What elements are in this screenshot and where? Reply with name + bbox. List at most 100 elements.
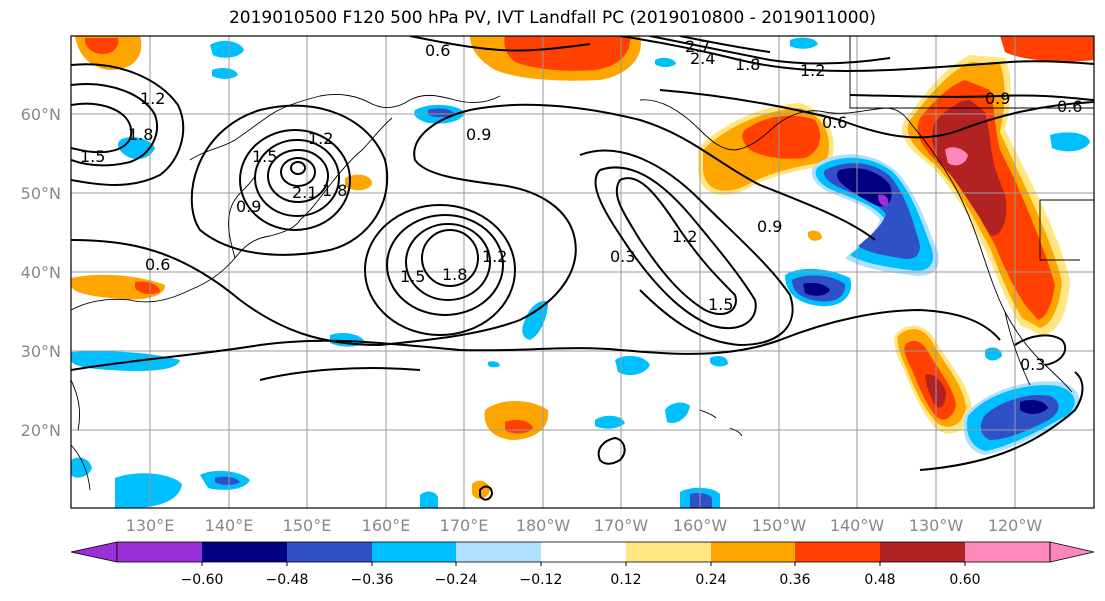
colorbar-bin — [795, 542, 880, 562]
negative-patch-w2 — [210, 40, 244, 58]
negative-patch-e1 — [1050, 132, 1090, 152]
lat-label: 60°N — [21, 105, 61, 124]
lon-label: 170°W — [594, 516, 649, 535]
colorbar-bin — [456, 542, 541, 562]
negative-patch-m4 — [665, 402, 690, 424]
positive-patch-japan-red — [135, 281, 160, 295]
colorbar-bin — [711, 542, 795, 562]
positive-patch-gulf-red — [742, 115, 821, 159]
colorbar-bin — [541, 542, 626, 562]
positive-patch-topleft-red — [84, 38, 119, 55]
colorbar-tick-label: 0.24 — [695, 572, 726, 588]
contour-labels: 0.6 2.7 2.4 1.8 1.2 0.9 0.6 1.2 1.8 1.5 … — [80, 37, 1082, 374]
negative-patch-m2 — [615, 355, 650, 376]
contour-label: 1.2 — [482, 247, 507, 266]
ivt-shading — [71, 36, 1094, 508]
lat-label: 40°N — [21, 263, 61, 282]
lon-label: 160°W — [673, 516, 728, 535]
contour-label: 0.6 — [425, 41, 450, 60]
colorbar-tick-label: 0.60 — [949, 572, 980, 588]
negative-patch-se-navy — [1020, 400, 1048, 414]
gridlines — [71, 36, 1094, 508]
contour-label: 1.8 — [735, 55, 760, 74]
contour-label: 1.2 — [140, 89, 165, 108]
colorbar-tick-label: 0.36 — [779, 572, 810, 588]
negative-patch-b3-blue — [690, 493, 712, 508]
contour-label: 1.8 — [322, 181, 347, 200]
figure-title: 2019010500 F120 500 hPa PV, IVT Landfall… — [228, 8, 876, 28]
positive-patch-kam — [345, 174, 372, 191]
contour-label: 0.9 — [236, 197, 261, 216]
negative-patch-b1 — [115, 473, 182, 508]
lon-label: 150°E — [283, 516, 332, 535]
colorbar-tick-label: 0.48 — [864, 572, 895, 588]
negative-patch-n3 — [488, 361, 500, 368]
colorbar-bin — [287, 542, 372, 562]
negative-patch-m5 — [595, 415, 625, 429]
contour-label: 1.2 — [672, 227, 697, 246]
negative-patch-b4 — [420, 491, 438, 508]
contour-label: 0.6 — [822, 113, 847, 132]
negative-patch-mid-navy — [803, 282, 830, 296]
lat-label: 50°N — [21, 184, 61, 203]
contour-label: 1.5 — [80, 147, 105, 166]
colorbar-tick-label: −0.48 — [266, 572, 309, 588]
negative-patch-w3 — [212, 67, 238, 79]
contour-label: 0.6 — [1057, 97, 1082, 116]
positive-patch-japan — [71, 274, 165, 300]
lon-label: 160°E — [362, 516, 411, 535]
pv-contours — [71, 36, 1094, 501]
lon-label: 130°W — [909, 516, 964, 535]
contour-label: 1.8 — [442, 265, 467, 284]
negative-patch-b2-blue — [215, 476, 240, 485]
negative-patch-sea-blue — [428, 108, 455, 118]
contour-label: 2.7 — [685, 37, 710, 56]
positive-patch-topright — [1000, 36, 1094, 62]
colorbar-tick-label: 0.12 — [610, 572, 641, 588]
lat-label: 20°N — [21, 421, 61, 440]
colorbar-tick-label: −0.60 — [181, 572, 224, 588]
contour-label: 1.2 — [800, 61, 825, 80]
negative-patch-n1 — [790, 37, 818, 49]
contour-label: 1.5 — [400, 267, 425, 286]
lon-label: 150°W — [752, 516, 807, 535]
colorbar-bin — [880, 542, 965, 562]
contour-label: 2.4 — [690, 49, 715, 68]
positive-patch-top-red — [504, 36, 631, 71]
contour-label: 0.6 — [145, 255, 170, 274]
latitude-labels: 20°N 30°N 40°N 50°N 60°N — [21, 105, 61, 440]
negative-patch-gulf-navy — [837, 168, 892, 207]
lon-label: 130°E — [126, 516, 175, 535]
negative-patch-gulf-purple — [878, 194, 889, 206]
colorbar-bin — [202, 542, 287, 562]
colorbar-extend-high — [1049, 541, 1095, 563]
contour-label: 1.2 — [308, 129, 333, 148]
positive-patch-coast-pink — [945, 147, 968, 166]
positive-patch-hi — [808, 230, 822, 241]
contour-label: 0.9 — [466, 125, 491, 144]
contour-label: 1.8 — [128, 125, 153, 144]
colorbar-bin — [965, 542, 1050, 562]
lon-label: 140°E — [205, 516, 254, 535]
lat-label: 30°N — [21, 342, 61, 361]
colorbar-tick-label: −0.12 — [520, 572, 563, 588]
longitude-labels: 130°E 140°E 150°E 160°E 170°E 180°W 170°… — [126, 516, 1043, 535]
colorbar-bin — [117, 542, 202, 562]
lon-label: 140°W — [830, 516, 885, 535]
colorbar-bin — [372, 542, 456, 562]
negative-patch-n2 — [655, 57, 676, 67]
contour-label: 0.9 — [757, 217, 782, 236]
colorbar-outline — [116, 541, 1051, 563]
colorbar: −0.60 −0.48 −0.36 −0.24 −0.12 0.12 0.24 … — [70, 541, 1095, 588]
colorbar-extend-low — [70, 541, 118, 563]
lon-label: 120°W — [988, 516, 1043, 535]
contour-label: 1.5 — [252, 147, 277, 166]
negative-patch-m3 — [710, 356, 728, 367]
colorbar-tick-label: −0.24 — [435, 572, 478, 588]
colorbar-tick-label: −0.36 — [351, 572, 394, 588]
map-frame — [70, 35, 1095, 509]
colorbar-bin — [626, 542, 711, 562]
contour-label: 2.1 — [292, 183, 317, 202]
negative-patch-m1 — [522, 300, 548, 340]
